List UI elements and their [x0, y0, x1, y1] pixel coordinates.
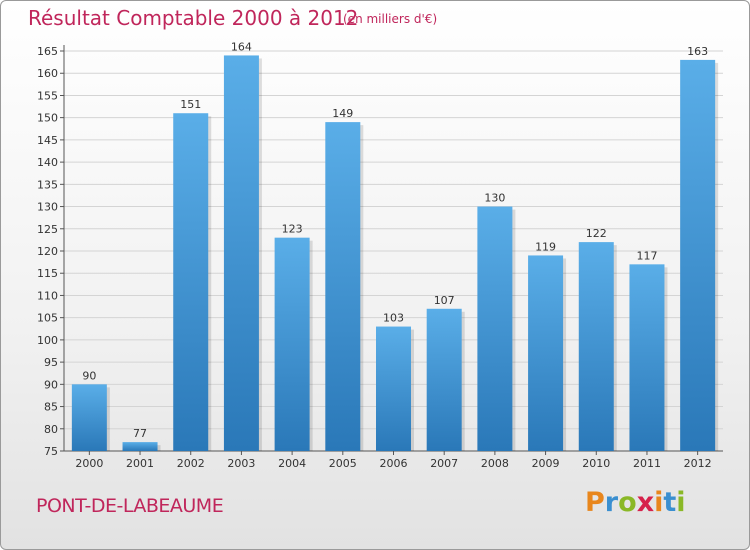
data-label: 123 [282, 223, 303, 236]
labels: 75 80 85 90 95 100 105 110 115 120 125 130 135 140 145… [37, 40, 712, 470]
data-label: 77 [133, 427, 147, 440]
y-tick-label: 150 [37, 112, 58, 125]
bar [274, 237, 310, 451]
bars [71, 55, 719, 452]
data-label: 163 [687, 45, 708, 58]
y-tick-label: 125 [37, 223, 58, 236]
y-tick-label: 120 [37, 245, 58, 258]
bar [223, 55, 259, 451]
y-tick-label: 145 [37, 134, 58, 147]
x-tick-label: 2011 [633, 457, 661, 470]
x-tick-label: 2009 [532, 457, 560, 470]
data-label: 107 [434, 294, 455, 307]
y-tick-label: 80 [44, 423, 58, 436]
data-label: 103 [383, 312, 404, 325]
x-tick-label: 2001 [126, 457, 154, 470]
proxiti-logo: Proxiti [585, 487, 686, 518]
data-label: 130 [484, 192, 505, 205]
x-tick-label: 2003 [227, 457, 255, 470]
data-label: 117 [636, 249, 657, 262]
bar [477, 206, 513, 451]
y-tick-label: 75 [44, 445, 58, 458]
bar [629, 264, 665, 451]
logo-letter: o [618, 487, 637, 518]
data-label: 119 [535, 240, 556, 253]
x-tick-label: 2004 [278, 457, 306, 470]
bar [376, 326, 411, 451]
bar [528, 255, 564, 451]
data-label: 122 [586, 227, 607, 240]
y-tick-label: 160 [37, 67, 58, 80]
y-tick-label: 130 [37, 201, 58, 214]
bar [578, 242, 614, 451]
y-tick-label: 85 [44, 401, 58, 414]
logo-letter: i [676, 487, 686, 518]
logo-letter: x [636, 487, 655, 518]
y-tick-label: 135 [37, 178, 58, 191]
x-tick-label: 2005 [329, 457, 357, 470]
y-tick-label: 115 [37, 267, 58, 280]
data-label: 149 [332, 107, 353, 120]
chart-title: Résultat Comptable 2000 à 2012 [28, 6, 359, 30]
town-name: PONT-DE-LABEAUME [36, 495, 224, 517]
logo-letter: P [585, 487, 605, 518]
y-tick-label: 140 [37, 156, 58, 169]
y-tick-label: 105 [37, 312, 58, 325]
chart-subtitle: (en milliers d'€) [343, 12, 438, 26]
y-tick-label: 90 [44, 378, 58, 391]
data-label: 164 [231, 40, 252, 53]
data-label: 90 [82, 369, 96, 382]
x-tick-label: 2008 [481, 457, 509, 470]
x-tick-label: 2000 [75, 457, 103, 470]
logo-letter: r [604, 487, 619, 518]
y-tick-label: 95 [44, 356, 58, 369]
logo-letter: t [663, 487, 677, 518]
bar [426, 308, 462, 451]
x-tick-label: 2007 [430, 457, 458, 470]
y-tick-label: 100 [37, 334, 58, 347]
y-tick-label: 165 [37, 45, 58, 58]
x-tick-label: 2002 [177, 457, 205, 470]
x-tick-label: 2012 [684, 457, 712, 470]
y-tick-label: 110 [37, 289, 58, 302]
data-label: 151 [180, 98, 201, 111]
logo-letter: i [654, 487, 664, 518]
bar [71, 384, 107, 451]
y-tick-label: 155 [37, 89, 58, 102]
bar [122, 442, 158, 451]
bar [680, 59, 716, 452]
x-tick-label: 2010 [582, 457, 610, 470]
bar [173, 113, 209, 451]
bar [325, 122, 361, 451]
x-tick-label: 2006 [380, 457, 408, 470]
